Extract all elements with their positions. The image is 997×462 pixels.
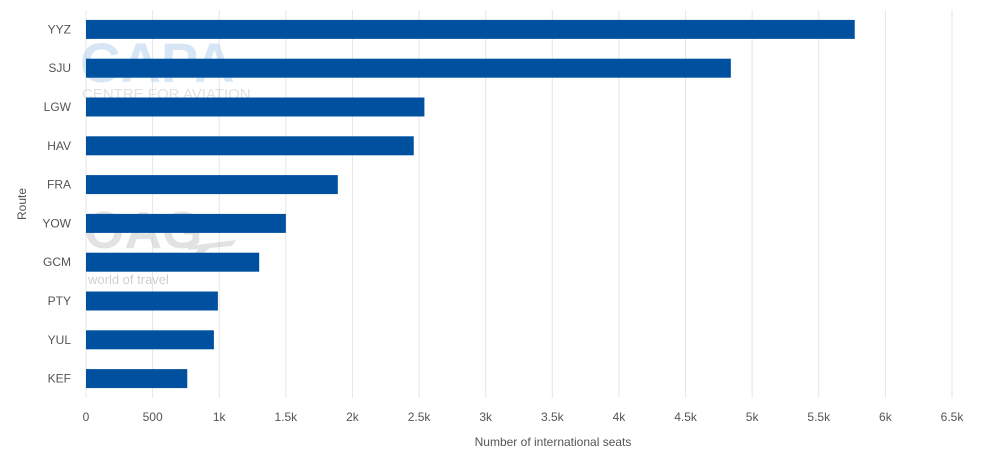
x-tick-label: 3k: [479, 410, 493, 424]
x-tick-label: 4k: [613, 410, 627, 424]
y-tick-label: YOW: [42, 216, 71, 230]
x-tick-label: 500: [143, 410, 163, 424]
y-tick-label: HAV: [47, 139, 71, 153]
bar-fra: [86, 175, 338, 195]
x-tick-label: 6.5k: [941, 410, 965, 424]
x-tick-label: 4.5k: [674, 410, 698, 424]
x-tick-label: 0: [83, 410, 90, 424]
y-axis-title: Route: [15, 188, 29, 220]
y-tick-label: FRA: [47, 178, 71, 192]
bar-yul: [86, 330, 214, 350]
y-tick-label: LGW: [44, 100, 72, 114]
x-tick-label: 5k: [746, 410, 760, 424]
x-axis-title: Number of international seats: [475, 435, 632, 449]
x-tick-label: 2.5k: [408, 410, 432, 424]
bar-gcm: [86, 252, 260, 272]
x-tick-label: 6k: [879, 410, 893, 424]
y-tick-label: KEF: [48, 372, 71, 386]
bar-hav: [86, 136, 414, 156]
y-tick-label: YUL: [48, 333, 72, 347]
y-axis-tick-labels: YYZ SJU LGW HAV FRA YOW GCM PTY YUL KEF: [42, 22, 71, 385]
y-tick-label: PTY: [48, 294, 71, 308]
x-tick-label: 5.5k: [807, 410, 831, 424]
bar-yow: [86, 213, 286, 233]
bars: [86, 19, 855, 389]
x-tick-label: 1k: [213, 410, 227, 424]
y-tick-label: YYZ: [48, 22, 71, 36]
x-tick-label: 1.5k: [275, 410, 299, 424]
bar-pty: [86, 291, 218, 311]
oag-tagline: world of travel: [87, 272, 169, 287]
bar-lgw: [86, 97, 425, 117]
bar-kef: [86, 369, 188, 389]
bar-sju: [86, 58, 731, 78]
airplane-icon: [188, 240, 236, 256]
bar-yyz: [86, 19, 855, 39]
x-tick-label: 3.5k: [541, 410, 565, 424]
x-tick-label: 2k: [346, 410, 360, 424]
y-tick-label: GCM: [43, 255, 71, 269]
y-tick-label: SJU: [48, 61, 71, 75]
x-axis-tick-labels: 0 500 1k 1.5k 2k 2.5k 3k 3.5k 4k 4.5k 5k 5.5k 6k 6.5k: [83, 410, 965, 424]
